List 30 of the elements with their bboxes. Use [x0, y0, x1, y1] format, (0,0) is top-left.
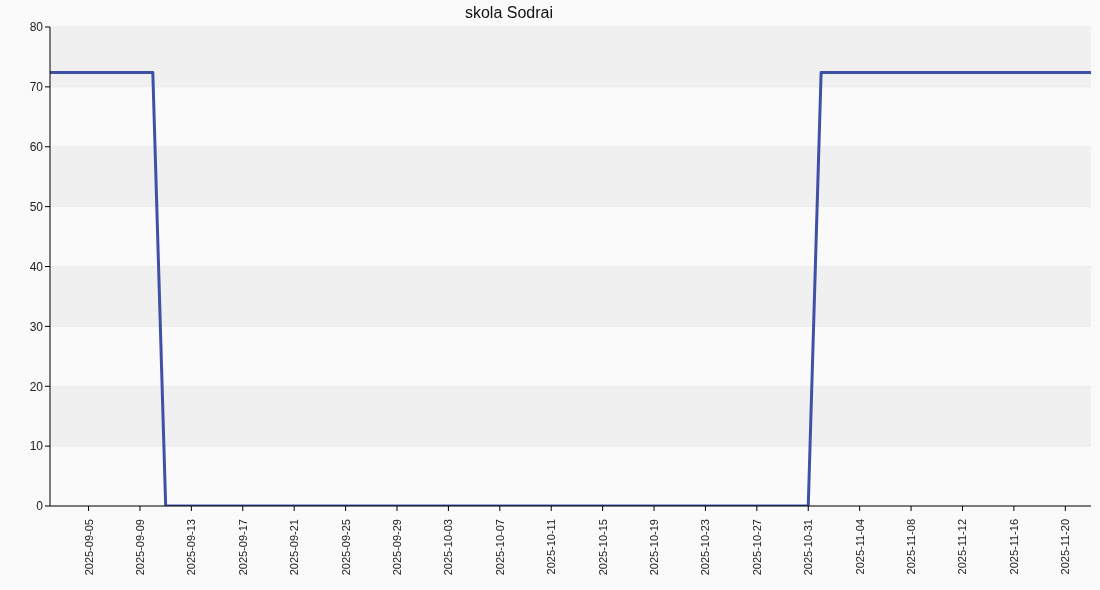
- x-tick-label: 2025-11-16: [1007, 519, 1020, 575]
- x-tick-label: 2025-09-13: [185, 519, 198, 576]
- y-tick-label: 60: [29, 140, 44, 155]
- y-tick-label: 0: [36, 499, 44, 514]
- x-tick-label: 2025-10-23: [699, 519, 712, 576]
- x-tick-label: 2025-10-07: [493, 519, 506, 576]
- x-tick-label: 2025-11-08: [905, 519, 918, 575]
- x-tick-label: 2025-10-15: [596, 519, 609, 576]
- y-tick-label: 70: [29, 80, 44, 95]
- y-tick-label: 20: [29, 379, 44, 394]
- x-tick-label: 2025-09-05: [82, 519, 95, 576]
- chart-title: skola Sodrai: [463, 3, 554, 22]
- x-tick-label: 2025-10-19: [648, 519, 661, 576]
- x-tick-label: 2025-11-04: [853, 519, 866, 575]
- x-tick-label: 2025-09-29: [391, 519, 403, 576]
- x-tick-label: 2025-11-20: [1059, 519, 1072, 575]
- x-tick-label: 2025-09-25: [339, 519, 352, 576]
- x-tick-label: 2025-09-21: [288, 519, 301, 576]
- y-tick-label: 30: [29, 319, 44, 334]
- x-tick-label: 2025-10-03: [442, 519, 455, 576]
- y-tick-label: 80: [29, 20, 44, 35]
- x-tick-label: 2025-10-31: [802, 519, 815, 576]
- x-tick-label: 2025-11-12: [956, 519, 969, 575]
- x-tick-label: 2025-10-27: [750, 519, 763, 576]
- x-tick-label: 2025-10-11: [545, 519, 558, 575]
- y-tick-label: 40: [29, 259, 44, 274]
- x-tick-label: 2025-09-17: [236, 519, 249, 576]
- y-tick-label: 50: [29, 199, 44, 214]
- y-tick-label: 10: [29, 439, 44, 454]
- x-tick-label: 2025-09-09: [133, 519, 146, 576]
